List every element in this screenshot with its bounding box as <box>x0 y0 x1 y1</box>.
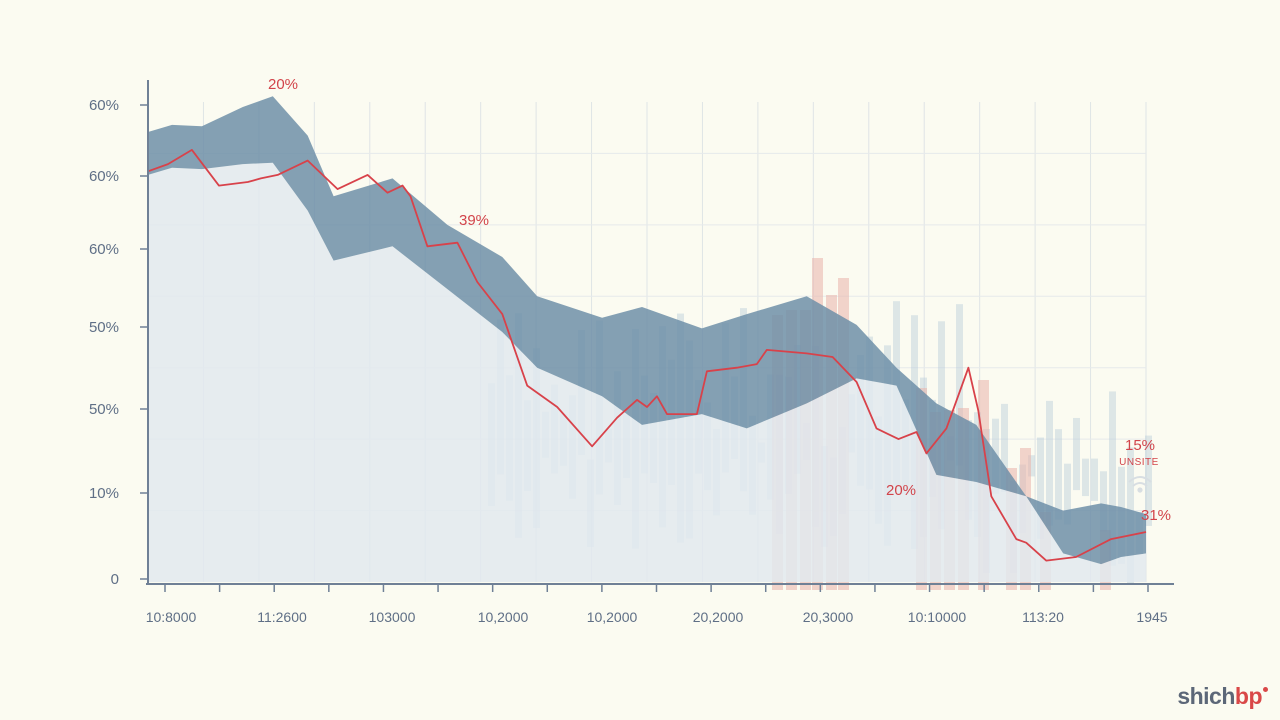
watermark-dot <box>1263 687 1268 692</box>
annotation-label: 15% <box>1125 437 1155 454</box>
x-tick-label: 103000 <box>369 609 416 625</box>
background-bar <box>1046 400 1053 526</box>
x-tick-label: 113:20 <box>1022 609 1064 625</box>
x-tick-label: 11:2600 <box>257 609 307 625</box>
x-tick-labels: 10:8000 11:2600 103000 10,2000 10,2000 2… <box>146 609 1168 625</box>
background-bar <box>1001 403 1008 493</box>
x-minor-ticks <box>164 584 1149 592</box>
x-tick-label: 10:8000 <box>146 609 197 625</box>
y-tick-label: 60% <box>89 168 119 185</box>
background-bar <box>1109 391 1116 566</box>
signal-icon <box>1128 476 1152 493</box>
x-tick-label: 20,3000 <box>803 609 854 625</box>
x-tick-label: 10,2000 <box>478 609 529 625</box>
y-tick-label: 10% <box>89 485 119 502</box>
watermark-logo: shichbp <box>1177 683 1268 710</box>
background-bar <box>1064 463 1071 525</box>
y-tick-labels: 0 10% 50% 50% 60% 60% 60% <box>89 97 119 588</box>
background-bar <box>1082 458 1089 497</box>
y-tick-label: 0 <box>111 571 119 588</box>
annotation-label: 31% <box>1141 507 1171 524</box>
x-tick-label: 1945 <box>1136 609 1167 625</box>
x-tick-label: 10:10000 <box>908 609 967 625</box>
y-tick-label: 50% <box>89 319 119 336</box>
annotation-label: UNSITE <box>1119 457 1159 468</box>
annotation-label: 39% <box>459 212 489 229</box>
red-line-series <box>147 149 1147 562</box>
x-tick-label: 20,2000 <box>693 609 744 625</box>
watermark-text-1: shich <box>1177 683 1235 709</box>
watermark-text-2: bp <box>1234 683 1263 709</box>
annotation-label: 20% <box>886 482 916 499</box>
band-area <box>148 96 1146 565</box>
background-bar <box>1028 455 1035 477</box>
background-bar <box>1073 417 1080 491</box>
background-bar <box>956 304 963 466</box>
background-bar <box>1091 458 1098 501</box>
y-tick-label: 50% <box>89 401 119 418</box>
x-tick-label: 10,2000 <box>587 609 638 625</box>
background-bar <box>1037 437 1044 539</box>
y-tick-label: 60% <box>89 97 119 114</box>
annotations: 20% 39% 20% 15% UNSITE 31% <box>268 76 1171 524</box>
base-area <box>148 162 1146 582</box>
background-bar <box>1100 471 1107 532</box>
background-bar <box>1055 429 1062 520</box>
y-tick-label: 60% <box>89 241 119 258</box>
annotation-label: 20% <box>268 76 298 93</box>
